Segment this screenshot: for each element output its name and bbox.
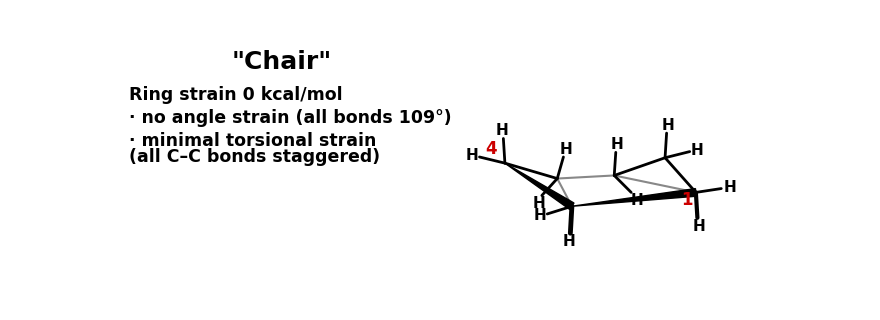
Text: H: H bbox=[466, 148, 478, 163]
Text: H: H bbox=[562, 234, 576, 249]
Text: H: H bbox=[611, 137, 624, 152]
Polygon shape bbox=[505, 163, 574, 210]
Text: H: H bbox=[691, 142, 704, 157]
Text: · no angle strain (all bonds 109°): · no angle strain (all bonds 109°) bbox=[129, 109, 451, 127]
Text: · minimal torsional strain: · minimal torsional strain bbox=[129, 132, 377, 150]
Text: H: H bbox=[662, 118, 674, 133]
Text: H: H bbox=[631, 193, 643, 208]
Text: H: H bbox=[560, 142, 572, 157]
Polygon shape bbox=[572, 188, 696, 206]
Text: 1: 1 bbox=[681, 191, 693, 209]
Text: H: H bbox=[533, 208, 546, 223]
Text: H: H bbox=[532, 196, 545, 211]
Text: H: H bbox=[495, 123, 508, 138]
Text: 4: 4 bbox=[485, 140, 497, 158]
Text: "Chair": "Chair" bbox=[231, 50, 332, 74]
Text: H: H bbox=[693, 219, 705, 234]
Text: (all C–C bonds staggered): (all C–C bonds staggered) bbox=[129, 148, 380, 166]
Text: Ring strain 0 kcal/mol: Ring strain 0 kcal/mol bbox=[129, 86, 343, 104]
Text: H: H bbox=[723, 180, 736, 195]
